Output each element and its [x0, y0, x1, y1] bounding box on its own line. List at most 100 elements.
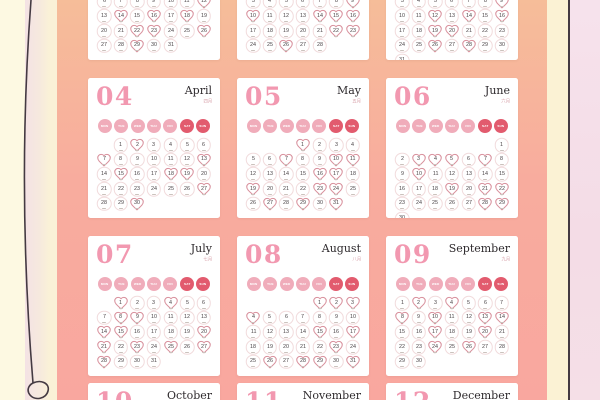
day-cell-heart: 14 [113, 9, 130, 24]
lunar-date-mark [400, 351, 405, 353]
day-cell: 20 [195, 167, 212, 181]
day-cell-heart: 16 [493, 9, 510, 24]
day-number: 3 [334, 140, 338, 147]
day-cell: 27 [278, 355, 295, 369]
day-number: 3 [251, 0, 255, 4]
heart-outline-icon [312, 326, 327, 340]
lunar-date-mark [102, 193, 107, 195]
blank-cell [245, 138, 262, 152]
month-name: September [448, 242, 510, 255]
day-cell: 26 [179, 182, 196, 196]
day-cell: 28 [493, 340, 510, 354]
lunar-date-mark [201, 20, 206, 23]
day-cell-heart: 8 [394, 311, 411, 325]
weekday-label: SAT [332, 282, 339, 286]
heart-outline-icon [312, 168, 327, 182]
weekday-label: SUN [199, 124, 207, 128]
lunar-date-mark [135, 351, 140, 353]
day-number: 15 [333, 12, 340, 19]
lunar-date-mark [300, 366, 305, 368]
day-cell: 28 [113, 39, 130, 53]
weekday-circle-sun: SUN [196, 119, 211, 133]
day-number: 21 [101, 342, 108, 349]
weekday-label: FRI [316, 124, 323, 128]
month-number: 04 [96, 82, 134, 111]
day-cell-heart: 28 [96, 355, 113, 369]
day-cell: 23 [411, 340, 428, 354]
day-cell: 4 [411, 0, 428, 9]
weekday-label: MON [250, 282, 258, 286]
weekday-label: SAT [481, 124, 488, 128]
blank-cell [278, 296, 295, 310]
lunar-date-mark [433, 336, 438, 339]
heart-outline-icon [345, 153, 360, 167]
lunar-date-mark [334, 178, 339, 181]
lunar-date-mark [350, 20, 355, 23]
lunar-date-mark [102, 322, 107, 324]
day-cell: 24 [162, 24, 179, 38]
day-cell: 28 [311, 39, 328, 53]
day-number: 4 [169, 298, 173, 305]
day-number: 25 [432, 199, 439, 206]
day-cell: 23 [129, 182, 146, 196]
day-number: 17 [399, 26, 406, 33]
blank-cell [460, 138, 477, 152]
day-number: 15 [134, 12, 141, 19]
day-cell-heart: 7 [278, 153, 295, 167]
day-cell: 22 [295, 182, 312, 196]
lunar-date-mark [118, 307, 123, 309]
lunar-date-mark [416, 208, 421, 210]
day-cell: 17 [411, 182, 428, 196]
month-number: 08 [245, 240, 283, 269]
lunar-date-mark [416, 6, 421, 8]
heart-outline-icon [478, 197, 492, 211]
day-number: 28 [101, 199, 108, 206]
day-number: 20 [465, 184, 472, 191]
day-number: 2 [400, 155, 404, 162]
lunar-date-mark [300, 20, 305, 23]
lunar-date-mark [499, 50, 504, 52]
backdrop-left-yellow [0, 0, 25, 400]
lunar-date-mark [334, 6, 339, 8]
lunar-date-mark [168, 178, 173, 181]
day-cell: 25 [444, 340, 461, 354]
lunar-date-mark [267, 35, 272, 37]
month-header: 07 July 七月 [96, 242, 212, 270]
day-number: 14 [316, 12, 323, 19]
day-cell: 30 [493, 39, 510, 53]
day-number: 19 [184, 170, 191, 177]
lunar-date-mark [433, 307, 438, 309]
month-name: December [452, 389, 510, 400]
day-cell: 7 [96, 311, 113, 325]
lunar-date-mark [118, 193, 123, 195]
day-number: 6 [102, 0, 106, 4]
day-number: 4 [268, 0, 272, 4]
day-number: 21 [299, 342, 306, 349]
heart-outline-icon [329, 340, 343, 354]
weekday-circle-thu: THU [147, 119, 161, 133]
day-number: 11 [432, 170, 439, 177]
lunar-date-mark [251, 322, 256, 324]
day-cell: 25 [179, 24, 196, 38]
day-cell: 11 [179, 0, 196, 9]
lunar-date-mark [334, 322, 339, 324]
weekday-circle-fri: FRI [312, 119, 327, 133]
lunar-date-mark [102, 50, 107, 52]
month-number: 12 [394, 389, 432, 400]
day-cell-heart: 20 [195, 325, 212, 340]
heart-outline-icon [114, 168, 128, 182]
heart-outline-icon [147, 10, 161, 24]
day-cell: 23 [394, 197, 411, 211]
heart-outline-icon [478, 182, 492, 196]
lunar-date-mark [317, 366, 322, 368]
heart-outline-icon [114, 10, 128, 24]
heart-outline-icon [296, 138, 310, 152]
day-cell: 11 [162, 311, 179, 325]
day-number: 2 [135, 140, 139, 147]
day-number: 21 [482, 184, 489, 191]
day-number: 22 [333, 26, 340, 33]
blank-cell [96, 296, 113, 310]
